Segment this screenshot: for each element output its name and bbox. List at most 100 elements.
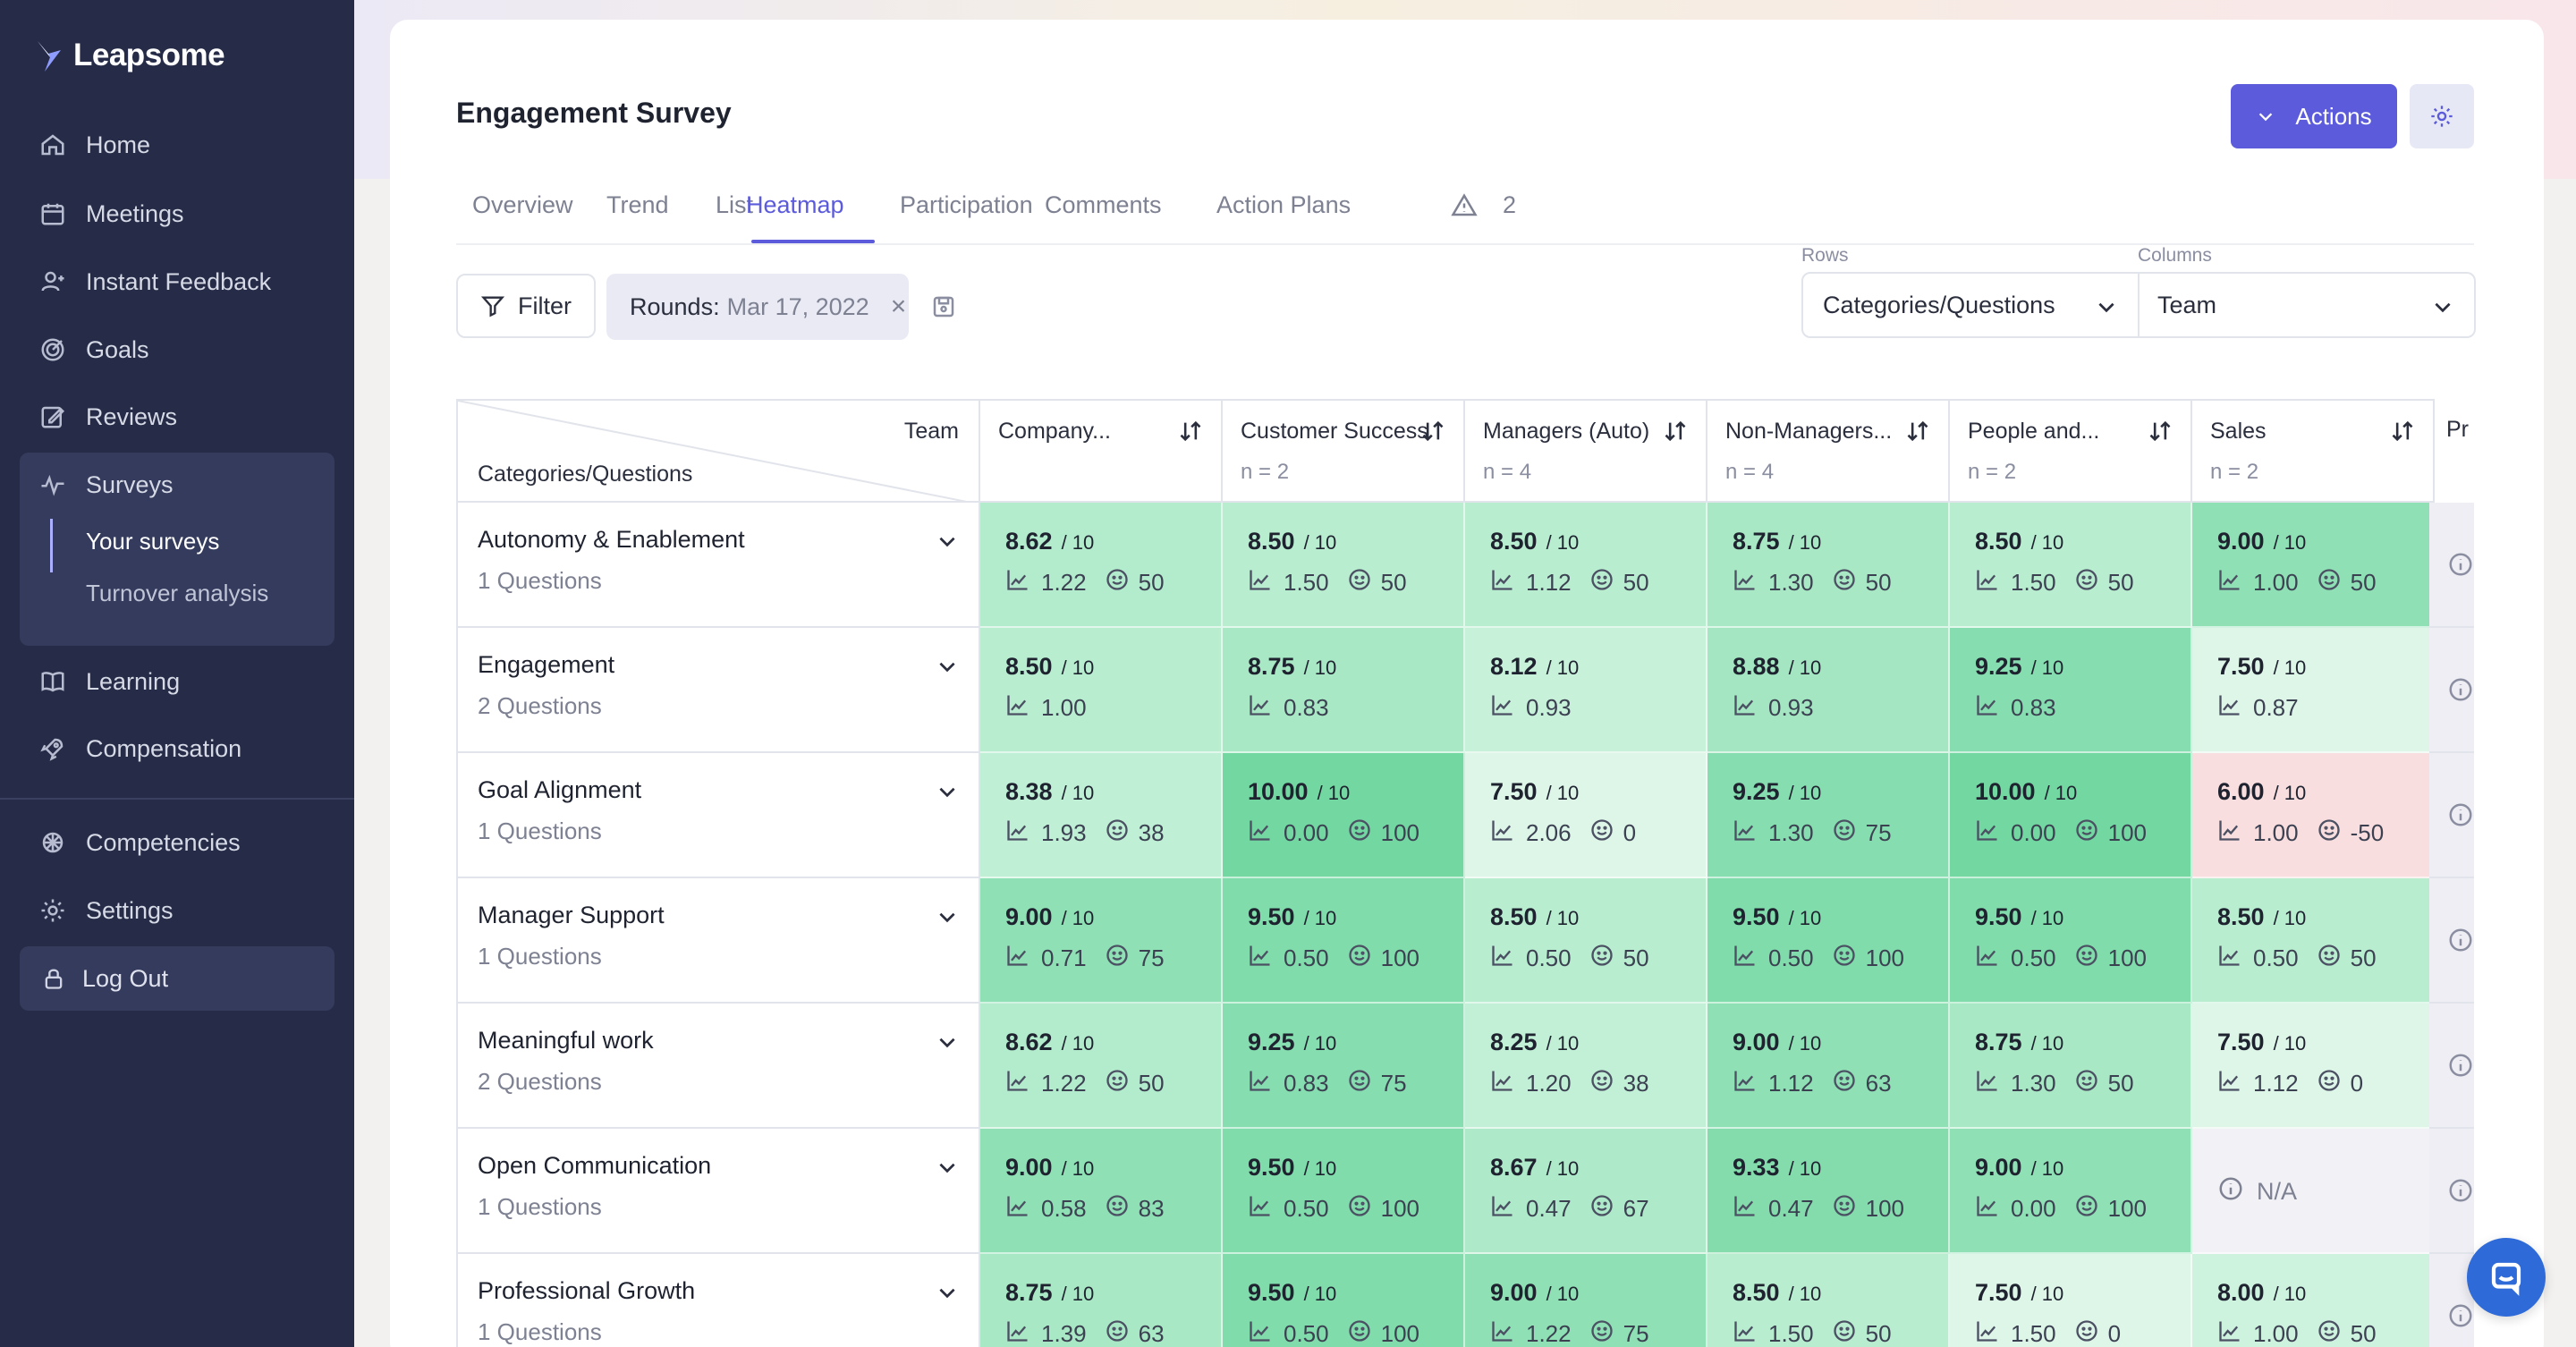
heatmap-cell[interactable]: 8.75 / 10 0.83 (1223, 628, 1465, 753)
actions-button[interactable]: Actions (2231, 84, 2397, 148)
sidebar-item-compensation[interactable]: Compensation (20, 716, 335, 781)
heatmap-cell[interactable]: 8.62 / 10 1.22 50 (980, 1004, 1223, 1129)
heatmap-cell[interactable]: 8.12 / 10 0.93 (1465, 628, 1707, 753)
partial-column-cell[interactable] (2429, 503, 2474, 628)
heatmap-cell[interactable]: 8.62 / 10 1.22 50 (980, 503, 1223, 628)
sort-icon[interactable] (1663, 419, 1688, 444)
sort-icon[interactable] (1178, 419, 1203, 444)
remove-filter-icon[interactable]: × (890, 292, 907, 321)
sidebar-item-settings[interactable]: Settings (20, 878, 335, 943)
sort-icon[interactable] (1420, 419, 1445, 444)
heatmap-row-label[interactable]: Autonomy & Enablement 1 Questions (458, 503, 980, 628)
heatmap-cell[interactable]: 8.75 / 10 1.30 50 (1707, 503, 1950, 628)
rows-select[interactable]: Categories/Questions (1801, 272, 2140, 338)
heatmap-cell[interactable]: 7.50 / 10 1.50 0 (1950, 1254, 2192, 1347)
heatmap-cell[interactable]: 9.25 / 10 0.83 (1950, 628, 2192, 753)
heatmap-cell[interactable]: 8.75 / 10 1.30 50 (1950, 1004, 2192, 1129)
chevron-down-icon[interactable] (936, 1030, 959, 1054)
chevron-down-icon[interactable] (936, 780, 959, 803)
heatmap-cell[interactable]: 8.50 / 10 0.50 50 (1465, 878, 1707, 1004)
heatmap-cell[interactable]: 10.00 / 10 0.00 100 (1223, 753, 1465, 878)
heatmap-cell[interactable]: 8.00 / 10 1.00 50 (2192, 1254, 2435, 1347)
sort-icon[interactable] (2148, 419, 2173, 444)
save-filter-icon[interactable] (930, 293, 957, 320)
sort-icon[interactable] (2390, 419, 2415, 444)
sidebar-item-learning[interactable]: Learning (20, 649, 335, 714)
heatmap-cell[interactable]: 7.50 / 10 0.87 (2192, 628, 2435, 753)
heatmap-cell[interactable]: 9.00 / 10 1.00 50 (2192, 503, 2435, 628)
tab-warnings[interactable]: 2 (1451, 191, 1516, 219)
chevron-down-icon[interactable] (936, 1156, 959, 1179)
chevron-down-icon[interactable] (936, 905, 959, 928)
heatmap-cell[interactable]: 8.50 / 10 1.50 50 (1223, 503, 1465, 628)
heatmap-cell[interactable]: 8.50 / 10 0.50 50 (2192, 878, 2435, 1004)
heatmap-cell[interactable]: 9.25 / 10 0.83 75 (1223, 1004, 1465, 1129)
tab-comments[interactable]: Comments (1045, 191, 1162, 218)
columns-select[interactable]: Team (2138, 272, 2476, 338)
tab-participation[interactable]: Participation (900, 191, 1033, 218)
heatmap-cell[interactable]: 9.33 / 10 0.47 100 (1707, 1129, 1950, 1254)
sidebar-item-home[interactable]: Home (20, 113, 335, 177)
heatmap-cell[interactable]: 8.67 / 10 0.47 67 (1465, 1129, 1707, 1254)
chevron-down-icon[interactable] (936, 529, 959, 553)
heatmap-cell[interactable]: 9.00 / 10 0.71 75 (980, 878, 1223, 1004)
heatmap-row-label[interactable]: Open Communication 1 Questions (458, 1129, 980, 1254)
heatmap-cell[interactable]: 7.50 / 10 2.06 0 (1465, 753, 1707, 878)
heatmap-row-label[interactable]: Meaningful work 2 Questions (458, 1004, 980, 1129)
sidebar-subitem-your-surveys[interactable]: Your surveys (86, 528, 220, 555)
sidebar-item-surveys[interactable]: Surveys (20, 453, 335, 517)
heatmap-cell[interactable]: 6.00 / 10 1.00 -50 (2192, 753, 2435, 878)
filter-button[interactable]: Filter (456, 274, 596, 338)
heatmap-cell[interactable]: 8.50 / 10 1.50 50 (1950, 503, 2192, 628)
heatmap-cell[interactable]: 8.88 / 10 0.93 (1707, 628, 1950, 753)
heatmap-cell[interactable]: 9.50 / 10 0.50 100 (1223, 1129, 1465, 1254)
heatmap-cell[interactable]: 9.50 / 10 0.50 100 (1707, 878, 1950, 1004)
sidebar-item-meetings[interactable]: Meetings (20, 182, 335, 246)
tab-heatmap[interactable]: Heatmap (746, 191, 844, 218)
partial-column-cell[interactable] (2429, 1129, 2474, 1254)
partial-column-cell[interactable] (2429, 878, 2474, 1004)
partial-column-cell[interactable] (2429, 753, 2474, 878)
brand-logo[interactable]: Leapsome (36, 38, 225, 73)
partial-column-cell[interactable] (2429, 628, 2474, 753)
tab-action-plans[interactable]: Action Plans (1216, 191, 1352, 218)
heatmap-cell[interactable]: 8.38 / 10 1.93 38 (980, 753, 1223, 878)
heatmap-cell[interactable]: 9.00 / 10 0.58 83 (980, 1129, 1223, 1254)
heatmap-row-label[interactable]: Goal Alignment 1 Questions (458, 753, 980, 878)
heatmap-cell[interactable]: 9.50 / 10 0.50 100 (1950, 878, 2192, 1004)
sort-icon[interactable] (1905, 419, 1930, 444)
partial-column-cell[interactable] (2429, 1254, 2474, 1347)
heatmap-cell[interactable]: 9.50 / 10 0.50 100 (1223, 878, 1465, 1004)
heatmap-cell[interactable]: 8.50 / 10 1.12 50 (1465, 503, 1707, 628)
survey-settings-button[interactable] (2410, 84, 2474, 148)
heatmap-cell[interactable]: 8.25 / 10 1.20 38 (1465, 1004, 1707, 1129)
sidebar-item-instant-feedback[interactable]: Instant Feedback (20, 250, 335, 314)
logout-button[interactable]: Log Out (20, 946, 335, 1011)
tab-overview[interactable]: Overview (472, 191, 573, 218)
sidebar-subitem-turnover-analysis[interactable]: Turnover analysis (86, 580, 269, 606)
heatmap-row-label[interactable]: Engagement 2 Questions (458, 628, 980, 753)
heatmap-cell[interactable]: 9.00 / 10 1.12 63 (1707, 1004, 1950, 1129)
partial-column-cell[interactable] (2429, 1004, 2474, 1129)
heatmap-cell[interactable]: 8.50 / 10 1.00 (980, 628, 1223, 753)
heatmap-row-label[interactable]: Professional Growth 1 Questions (458, 1254, 980, 1347)
heatmap-cell[interactable]: 10.00 / 10 0.00 100 (1950, 753, 2192, 878)
chevron-down-icon[interactable] (936, 1281, 959, 1304)
tab-trend[interactable]: Trend (606, 191, 669, 218)
sidebar-item-reviews[interactable]: Reviews (20, 385, 335, 449)
tab-list[interactable]: List (716, 191, 754, 218)
heatmap-cell[interactable]: 9.25 / 10 1.30 75 (1707, 753, 1950, 878)
heatmap-cell[interactable]: 7.50 / 10 1.12 0 (2192, 1004, 2435, 1129)
heatmap-cell[interactable]: 9.00 / 10 0.00 100 (1950, 1129, 2192, 1254)
heatmap-cell[interactable]: 8.50 / 10 1.50 50 (1707, 1254, 1950, 1347)
heatmap-cell[interactable]: N/A (2192, 1129, 2435, 1254)
sidebar-item-competencies[interactable]: Competencies (20, 810, 335, 875)
sidebar-item-goals[interactable]: Goals (20, 318, 335, 382)
heatmap-row-label[interactable]: Manager Support 1 Questions (458, 878, 980, 1004)
heatmap-cell[interactable]: 9.00 / 10 1.22 75 (1465, 1254, 1707, 1347)
chat-support-button[interactable] (2467, 1238, 2546, 1317)
rounds-filter-chip[interactable]: Rounds: Mar 17, 2022 × (606, 274, 909, 340)
chevron-down-icon[interactable] (936, 655, 959, 678)
heatmap-cell[interactable]: 9.50 / 10 0.50 100 (1223, 1254, 1465, 1347)
heatmap-cell[interactable]: 8.75 / 10 1.39 63 (980, 1254, 1223, 1347)
